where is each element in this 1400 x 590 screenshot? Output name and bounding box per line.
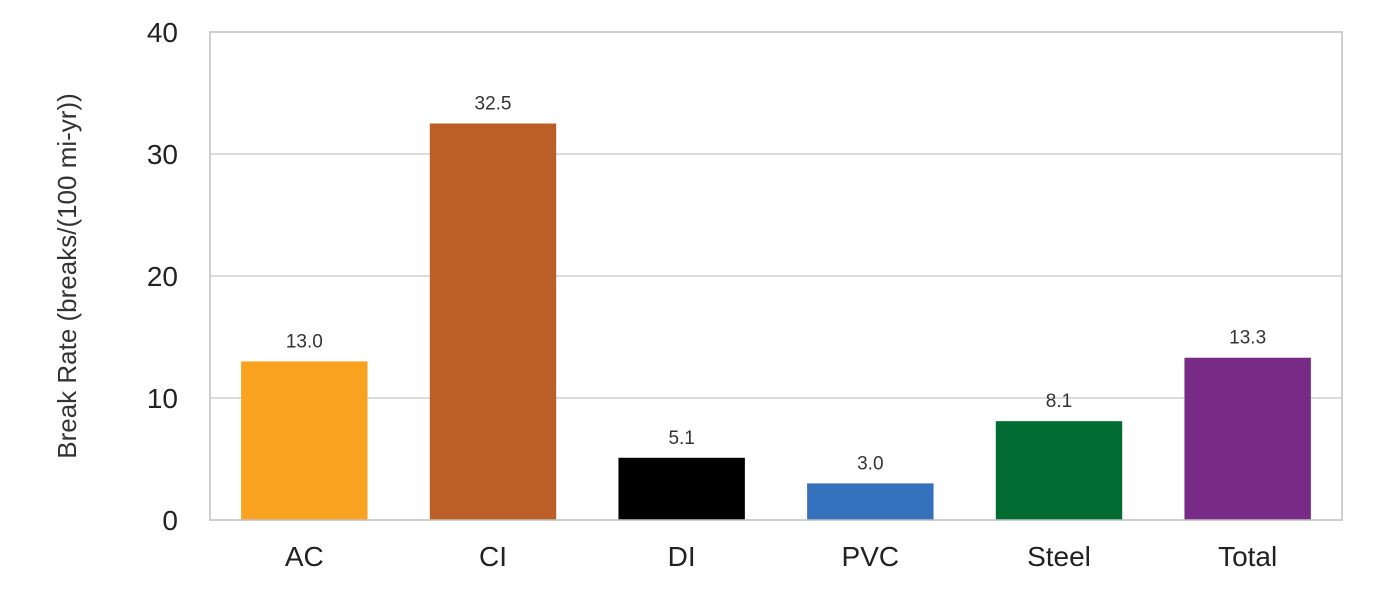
bars bbox=[241, 123, 1311, 520]
plot-frame bbox=[209, 31, 1343, 521]
data-label: 3.0 bbox=[857, 453, 883, 474]
x-tick-label: Steel bbox=[1027, 541, 1091, 572]
data-label: 8.1 bbox=[1046, 391, 1072, 412]
bar-ci bbox=[429, 123, 557, 520]
data-label: 5.1 bbox=[668, 428, 694, 449]
y-axis-ticks: 0 10 20 30 40 bbox=[147, 17, 178, 536]
y-axis-label: Break Rate (breaks/(100 mi-yr)) bbox=[52, 93, 82, 459]
bar-total bbox=[1184, 357, 1311, 520]
y-tick-label: 30 bbox=[147, 139, 178, 170]
x-axis-ticks: AC CI DI PVC Steel Total bbox=[285, 541, 1277, 572]
bar-pvc bbox=[807, 483, 934, 520]
x-tick-label: CI bbox=[479, 541, 507, 572]
y-tick-label: 20 bbox=[147, 261, 178, 292]
bar-steel bbox=[995, 421, 1123, 520]
x-tick-label: Total bbox=[1218, 541, 1277, 572]
x-tick-label: AC bbox=[285, 541, 324, 572]
gridlines bbox=[210, 153, 1342, 399]
x-tick-label: DI bbox=[668, 541, 696, 572]
y-tick-label: 0 bbox=[162, 505, 178, 536]
data-label: 13.0 bbox=[286, 331, 323, 352]
x-tick-label: PVC bbox=[842, 541, 900, 572]
data-labels: 13.0 32.5 5.1 3.0 8.1 13.3 bbox=[286, 94, 1266, 475]
y-tick-label: 10 bbox=[147, 383, 178, 414]
data-label: 13.3 bbox=[1229, 328, 1266, 349]
bar-di bbox=[618, 457, 745, 520]
data-label: 32.5 bbox=[475, 94, 512, 115]
y-tick-label: 40 bbox=[147, 17, 178, 48]
bar-ac bbox=[241, 361, 368, 520]
